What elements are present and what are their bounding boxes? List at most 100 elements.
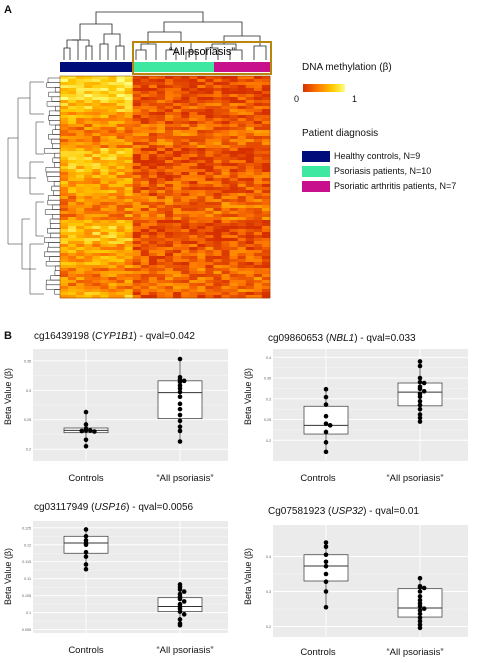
heatmap-cell xyxy=(245,97,255,101)
heatmap-cell xyxy=(68,238,77,242)
heatmap-cell xyxy=(116,214,125,218)
heatmap-cell xyxy=(132,244,142,248)
heatmap-cell xyxy=(229,100,238,104)
heatmap-cell xyxy=(60,112,69,116)
heatmap-cell xyxy=(148,121,158,125)
heatmap-cell xyxy=(253,97,263,101)
heatmap-cell xyxy=(189,103,198,107)
heatmap-cell xyxy=(173,199,182,203)
heatmap-cell xyxy=(108,133,117,137)
heatmap-cell xyxy=(253,145,263,149)
heatmap-cell xyxy=(229,268,238,272)
data-point xyxy=(79,428,85,434)
heatmap-cell xyxy=(116,100,125,104)
heatmap-cell xyxy=(189,79,198,83)
heatmap-cell xyxy=(60,169,69,173)
heatmap-cell xyxy=(181,148,190,152)
y-axis-label: Beta Value (β) xyxy=(243,367,253,425)
heatmap-cell xyxy=(84,247,93,251)
heatmap-cell xyxy=(205,190,214,194)
heatmap-cell xyxy=(165,205,174,209)
heatmap-cell xyxy=(76,103,85,107)
heatmap-cell xyxy=(92,130,101,134)
heatmap-cell xyxy=(189,148,198,152)
heatmap-cell xyxy=(197,274,206,278)
heatmap-cell xyxy=(221,184,230,188)
heatmap-cell xyxy=(68,265,77,269)
heatmap-cell xyxy=(253,295,263,299)
heatmap-cell xyxy=(116,286,125,290)
heatmap-cell xyxy=(261,208,271,212)
heatmap-cell xyxy=(76,91,85,95)
heatmap-cell xyxy=(173,124,182,128)
heatmap-cell xyxy=(213,112,222,116)
heatmap-cell xyxy=(76,211,85,215)
heatmap-cell xyxy=(221,106,230,110)
heatmap-cell xyxy=(124,292,133,296)
heatmap-cell xyxy=(205,184,214,188)
heatmap-cell xyxy=(261,229,271,233)
heatmap-cell xyxy=(245,112,255,116)
heatmap-cell xyxy=(108,79,117,83)
heatmap-cell xyxy=(100,244,109,248)
heatmap-cell xyxy=(237,88,247,92)
heatmap-cell xyxy=(84,184,93,188)
heatmap-cell xyxy=(197,85,206,89)
heatmap-cell xyxy=(261,100,271,104)
heatmap-cell xyxy=(205,289,214,293)
heatmap-cell xyxy=(76,166,85,170)
data-point xyxy=(83,533,89,539)
heatmap-cell xyxy=(237,76,247,80)
heatmap-cell xyxy=(221,262,230,266)
heatmap-cell xyxy=(165,139,174,143)
heatmap-cell xyxy=(197,199,206,203)
heatmap-cell xyxy=(108,178,117,182)
heatmap-cell xyxy=(173,280,182,284)
heatmap-cell xyxy=(245,295,255,299)
heatmap-cell xyxy=(124,271,133,275)
heatmap-cell xyxy=(132,76,142,80)
heatmap-cell xyxy=(92,199,101,203)
heatmap-cell xyxy=(60,178,69,182)
heatmap-cell xyxy=(68,166,77,170)
heatmap-cell xyxy=(92,226,101,230)
heatmap-cell xyxy=(108,130,117,134)
heatmap-cell xyxy=(100,142,109,146)
y-tick-label: 0.25 xyxy=(264,418,271,422)
heatmap-cell xyxy=(84,208,93,212)
heatmap-cell xyxy=(189,85,198,89)
heatmap-cell xyxy=(237,235,247,239)
heatmap-cell xyxy=(132,142,142,146)
heatmap-cell xyxy=(197,193,206,197)
heatmap-cell xyxy=(237,157,247,161)
heatmap-cell xyxy=(148,241,158,245)
heatmap-cell xyxy=(116,280,125,284)
plot-title-nbl1: cg09860653 (NBL1) - qval=0.033 xyxy=(268,333,416,344)
heatmap-cell xyxy=(124,175,133,179)
heatmap-cell xyxy=(173,250,182,254)
plot-title-usp16: cg03117949 (USP16) - qval=0.0056 xyxy=(34,502,194,513)
heatmap-cell xyxy=(148,94,158,98)
heatmap-cell xyxy=(68,157,77,161)
heatmap-cell xyxy=(253,262,263,266)
heatmap-cell xyxy=(173,76,182,80)
heatmap-cell xyxy=(84,148,93,152)
heatmap-cell xyxy=(124,217,133,221)
heatmap-cell xyxy=(253,94,263,98)
heatmap-cell xyxy=(237,118,247,122)
heatmap-cell xyxy=(229,247,238,251)
dendrogram-branch xyxy=(85,45,93,60)
data-point xyxy=(83,542,89,548)
heatmap-cell xyxy=(132,265,142,269)
heatmap-cell xyxy=(108,205,117,209)
heatmap-cell xyxy=(213,166,222,170)
heatmap-cell xyxy=(108,277,117,281)
heatmap-cell xyxy=(132,289,142,293)
heatmap-cell xyxy=(181,85,190,89)
heatmap-cell xyxy=(132,241,142,245)
heatmap-cell xyxy=(76,154,85,158)
heatmap-cell xyxy=(245,139,255,143)
heatmap-cell xyxy=(213,286,222,290)
heatmap-cell xyxy=(181,160,190,164)
heatmap-cell xyxy=(189,184,198,188)
